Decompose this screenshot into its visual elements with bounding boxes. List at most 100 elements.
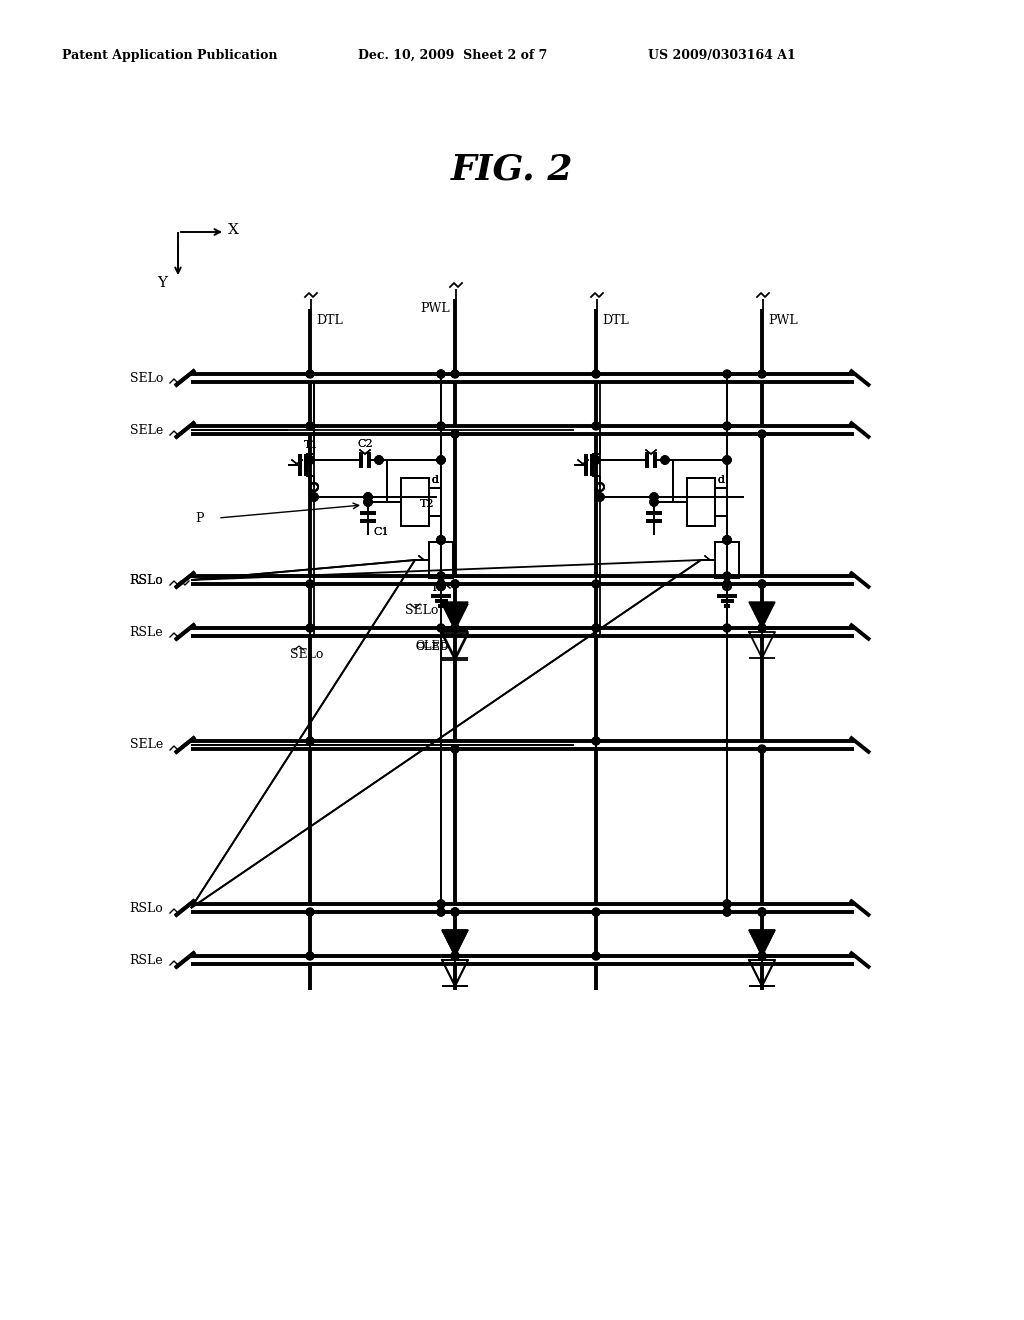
Circle shape (364, 498, 372, 506)
Text: C1: C1 (373, 527, 389, 537)
Circle shape (758, 624, 766, 632)
Text: OLED: OLED (416, 640, 449, 649)
Circle shape (306, 455, 314, 465)
Text: T3: T3 (431, 583, 445, 593)
Circle shape (437, 422, 445, 430)
Circle shape (723, 536, 731, 544)
Circle shape (650, 492, 658, 502)
Text: d: d (717, 475, 724, 484)
Circle shape (364, 498, 372, 506)
Circle shape (437, 455, 445, 465)
Circle shape (723, 900, 731, 908)
Circle shape (723, 370, 731, 378)
Circle shape (364, 492, 372, 502)
Text: T1: T1 (304, 440, 318, 450)
Text: SELo: SELo (290, 648, 324, 660)
Text: P: P (195, 511, 204, 524)
Circle shape (723, 455, 731, 465)
Circle shape (306, 455, 314, 465)
Text: d: d (431, 475, 438, 484)
Circle shape (662, 455, 669, 465)
Text: OLED: OLED (416, 642, 449, 652)
Circle shape (592, 952, 600, 960)
Circle shape (723, 536, 731, 544)
Circle shape (592, 455, 600, 465)
Circle shape (592, 455, 600, 465)
Circle shape (592, 370, 600, 378)
Circle shape (375, 455, 383, 465)
Circle shape (662, 455, 669, 465)
Circle shape (723, 536, 731, 544)
Circle shape (437, 536, 445, 544)
Circle shape (723, 536, 731, 544)
Circle shape (437, 455, 445, 465)
Circle shape (437, 536, 445, 544)
Circle shape (758, 952, 766, 960)
Bar (401, 478, 429, 525)
Circle shape (451, 624, 459, 632)
Circle shape (306, 579, 314, 587)
Circle shape (758, 370, 766, 378)
Circle shape (592, 624, 600, 632)
Polygon shape (442, 931, 468, 956)
Circle shape (364, 492, 372, 502)
Text: RSLo: RSLo (129, 902, 163, 915)
Text: RSLe: RSLe (129, 953, 163, 966)
Text: d: d (431, 475, 438, 484)
Circle shape (375, 455, 383, 465)
Text: US 2009/0303164 A1: US 2009/0303164 A1 (648, 49, 796, 62)
Circle shape (592, 455, 600, 465)
Circle shape (592, 908, 600, 916)
Circle shape (451, 744, 459, 752)
Circle shape (437, 455, 445, 465)
Circle shape (437, 900, 445, 908)
Circle shape (758, 908, 766, 916)
Circle shape (596, 492, 604, 502)
Circle shape (592, 422, 600, 430)
Circle shape (364, 492, 372, 502)
Polygon shape (749, 602, 775, 628)
Circle shape (310, 492, 318, 502)
Circle shape (310, 492, 318, 502)
Circle shape (437, 572, 445, 579)
Text: SELe: SELe (130, 424, 163, 437)
Circle shape (306, 370, 314, 378)
Bar (429, 543, 453, 578)
Circle shape (375, 455, 383, 465)
Circle shape (723, 900, 731, 908)
Text: Patent Application Publication: Patent Application Publication (62, 49, 278, 62)
Text: RSLe: RSLe (129, 626, 163, 639)
Circle shape (650, 498, 658, 506)
Text: DTL: DTL (316, 314, 343, 326)
Bar (401, 478, 429, 525)
Circle shape (650, 492, 658, 502)
Text: SELo: SELo (130, 371, 163, 384)
Circle shape (437, 536, 445, 544)
Text: Y: Y (157, 276, 167, 290)
Bar (401, 478, 429, 525)
Circle shape (364, 498, 372, 506)
Circle shape (437, 455, 445, 465)
Circle shape (596, 492, 604, 502)
Circle shape (723, 536, 731, 544)
Bar (715, 543, 739, 578)
Bar (687, 478, 715, 525)
Circle shape (451, 430, 459, 438)
Circle shape (437, 579, 445, 587)
Bar (429, 543, 453, 578)
Circle shape (437, 370, 445, 378)
Circle shape (306, 455, 314, 465)
Circle shape (364, 498, 372, 506)
Circle shape (451, 952, 459, 960)
Text: RSLo: RSLo (129, 573, 163, 586)
Circle shape (723, 908, 731, 916)
Circle shape (451, 579, 459, 587)
Circle shape (758, 579, 766, 587)
Circle shape (306, 908, 314, 916)
Circle shape (758, 908, 766, 916)
Circle shape (364, 492, 372, 502)
Circle shape (437, 900, 445, 908)
Circle shape (723, 455, 731, 465)
Circle shape (723, 536, 731, 544)
Circle shape (723, 572, 731, 579)
